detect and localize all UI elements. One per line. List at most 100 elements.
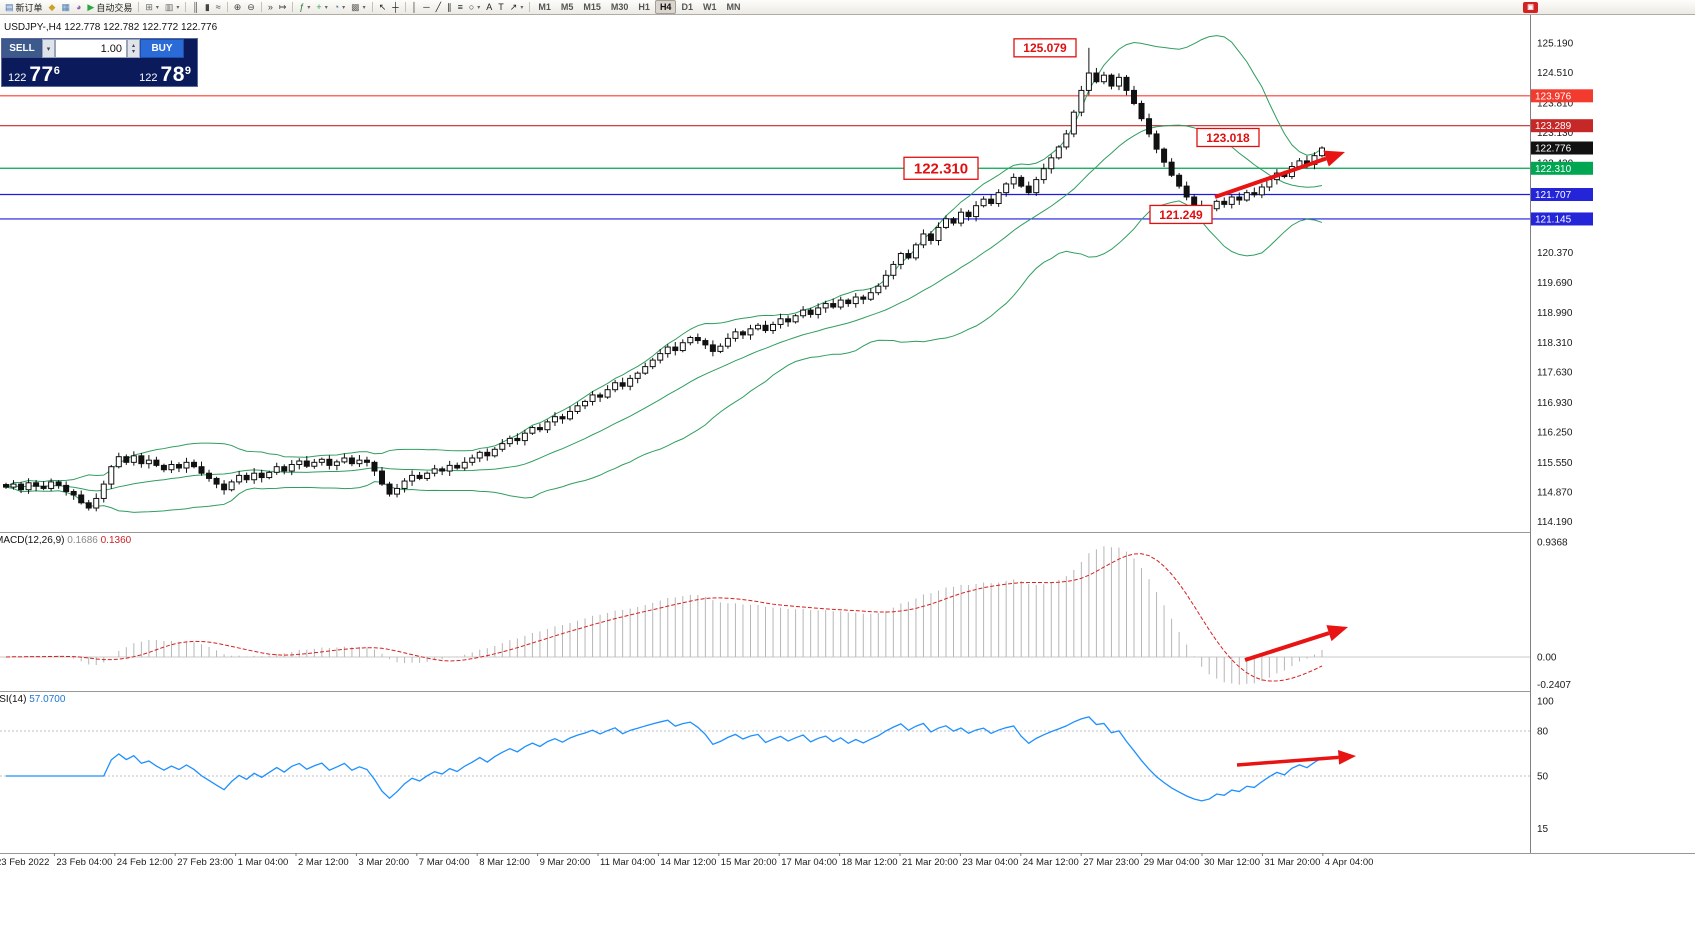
zoom-out-icon[interactable]: ⊖ [244, 1, 258, 13]
crosshair-icon[interactable]: ┼ [389, 1, 401, 13]
price-tag-121.707[interactable]: 121.707 [1531, 188, 1593, 202]
volume-stepper[interactable]: ▴ ▾ [127, 39, 140, 58]
indicators-icon[interactable]: ƒ ▾ [296, 1, 313, 13]
text-icon[interactable]: A [483, 1, 495, 13]
macd-scale[interactable] [1530, 532, 1695, 691]
hline-icon[interactable]: ─ [420, 1, 432, 13]
new-chart-icon[interactable]: ⊞ ▾ [142, 1, 162, 13]
sell-button[interactable]: SELL [2, 39, 42, 58]
price-tag-123.976-text: 123.976 [1535, 91, 1572, 102]
bollinger-lower-band [5, 200, 1323, 513]
community-icon[interactable]: ▣ [1523, 1, 1538, 13]
trendline-icon[interactable]: ╱ [433, 1, 444, 13]
arrow-tool-icon: ↗ [509, 2, 518, 12]
wizard-icon[interactable]: ◆ [46, 1, 59, 13]
rsi-tick-label: 50 [1537, 772, 1549, 783]
macd-tick-label: -0.2407 [1537, 680, 1571, 691]
line-chart-icon[interactable]: ≈ [213, 1, 224, 13]
periods-icon[interactable]: ◔ ▾ [331, 1, 348, 13]
timeframe-m15[interactable]: M15 [583, 2, 601, 12]
cursor-icon[interactable]: ↖ [376, 1, 390, 13]
price-tag-122.310[interactable]: 122.310 [1531, 161, 1593, 175]
timeframe-h1[interactable]: H1 [638, 2, 650, 12]
volume-dropdown-icon[interactable]: ▾ [42, 39, 55, 58]
price-tag-121.145-text: 121.145 [1535, 214, 1572, 225]
timeframe-m5[interactable]: M5 [560, 2, 574, 12]
main-price-chart[interactable]: 125.190124.510123.810123.130122.430121.7… [0, 15, 1695, 532]
autotrade-button[interactable]: ▶ 自动交易 [84, 1, 135, 13]
time-scale[interactable]: 23 Feb 2022 23 Feb 04:00 24 Feb 12:00 27 Fe… [0, 853, 1695, 869]
zoom-in-icon[interactable]: ⊕ [231, 1, 245, 13]
dropdown-caret-icon[interactable]: ▾ [307, 4, 311, 11]
current-price-tag[interactable]: 122.776 [1531, 141, 1593, 155]
timeframe-mn[interactable]: MN [726, 2, 741, 12]
chart-title: USDJPY-,H4 122.778 122.782 122.772 122.7… [4, 22, 217, 33]
timeframe-m30[interactable]: M30 [610, 2, 629, 12]
vline-icon[interactable]: │ [409, 1, 421, 13]
autotrade-icon: ▶ [87, 2, 95, 12]
dropdown-caret-icon[interactable]: ▾ [477, 4, 481, 11]
price-tag-123.289[interactable]: 123.289 [1531, 119, 1593, 133]
price-tag-123.976[interactable]: 123.976 [1531, 89, 1593, 103]
price-annotation-121.249[interactable]: 121.249 [1149, 204, 1213, 225]
toolbar-separator [404, 2, 406, 12]
profiles-icon[interactable]: ▥ ▾ [162, 1, 183, 13]
label-icon[interactable]: T [495, 1, 507, 13]
time-axis-label: 8 Mar 12:00 [479, 857, 530, 868]
add-indicator-icon: + [316, 2, 322, 12]
chart-shift-icon[interactable]: ↦ [276, 1, 290, 13]
dropdown-caret-icon[interactable]: ▾ [362, 4, 366, 11]
templates-icon[interactable]: ▩ ▾ [348, 1, 369, 13]
timeframe-h4[interactable]: H4 [654, 0, 677, 14]
fibonacci-icon[interactable]: ≡ [455, 1, 466, 13]
dropdown-caret-icon[interactable]: ▾ [155, 4, 159, 11]
price-annotation-125.079[interactable]: 125.079 [1013, 38, 1077, 58]
strategy-tester-icon[interactable]: ◕ [73, 1, 84, 13]
timeframe-d1[interactable]: D1 [681, 2, 693, 12]
trend-arrow[interactable] [1244, 625, 1348, 662]
rsi-scale[interactable] [1530, 691, 1695, 853]
dropdown-caret-icon[interactable]: ▾ [520, 4, 524, 11]
candles-layer[interactable] [3, 47, 1325, 512]
channel-icon[interactable]: ∥ [444, 1, 455, 13]
market-watch-icon: ▦ [61, 2, 70, 12]
sell-price-display[interactable]: 122 776 [8, 63, 60, 87]
profiles-icon: ▥ [164, 2, 174, 12]
dropdown-caret-icon[interactable]: ▾ [342, 4, 346, 11]
dropdown-caret-icon[interactable]: ▾ [176, 4, 180, 11]
macd-signal-value: 0.1360 [100, 535, 132, 546]
add-indicator-icon[interactable]: + ▾ [313, 1, 330, 13]
price-annotation-123.018[interactable]: 123.018 [1196, 127, 1260, 148]
rsi-panel[interactable]: 100 80 50 15 [0, 691, 1695, 853]
time-axis-label: 30 Mar 12:00 [1204, 857, 1260, 868]
time-axis-label: 14 Mar 12:00 [660, 857, 716, 868]
volume-down-icon[interactable]: ▾ [131, 48, 135, 55]
timeframe-w1[interactable]: W1 [702, 2, 717, 12]
timeframe-m1[interactable]: M1 [538, 2, 551, 12]
trend-arrow[interactable] [1236, 749, 1356, 767]
shapes-icon[interactable]: ○ ▾ [466, 1, 483, 13]
volume-up-icon[interactable]: ▴ [131, 42, 135, 49]
new-order-button[interactable]: ▤ 新订单 [2, 1, 46, 13]
price-tick-label: 114.870 [1537, 487, 1573, 498]
price-annotation-122.310[interactable]: 122.310 [903, 156, 979, 180]
price-tag-121.145[interactable]: 121.145 [1531, 212, 1593, 226]
candles-icon[interactable]: ▮ [202, 1, 213, 13]
auto-scroll-icon[interactable]: » [265, 1, 276, 13]
trend-arrow[interactable] [1214, 150, 1345, 199]
macd-signal-line [5, 553, 1323, 682]
buy-price-display[interactable]: 122 789 [139, 63, 191, 87]
toolbar-separator [138, 2, 140, 12]
buy-button[interactable]: BUY [140, 39, 184, 58]
time-axis-label: 23 Feb 04:00 [56, 857, 112, 868]
bars-icon[interactable]: ║ [189, 1, 201, 13]
price-tick-label: 118.310 [1537, 338, 1573, 349]
macd-panel[interactable]: 0.9368 0.00 -0.2407 [0, 532, 1695, 691]
dropdown-caret-icon[interactable]: ▾ [324, 4, 328, 11]
market-watch-icon[interactable]: ▦ [58, 1, 73, 13]
arrow-tool-icon[interactable]: ↗ ▾ [507, 1, 527, 13]
volume-input[interactable] [55, 39, 127, 58]
buy-price-small: 122 [139, 72, 158, 84]
toolbar-separator [371, 2, 373, 12]
chart-window: 125.190124.510123.810123.130122.430121.7… [0, 15, 1695, 932]
